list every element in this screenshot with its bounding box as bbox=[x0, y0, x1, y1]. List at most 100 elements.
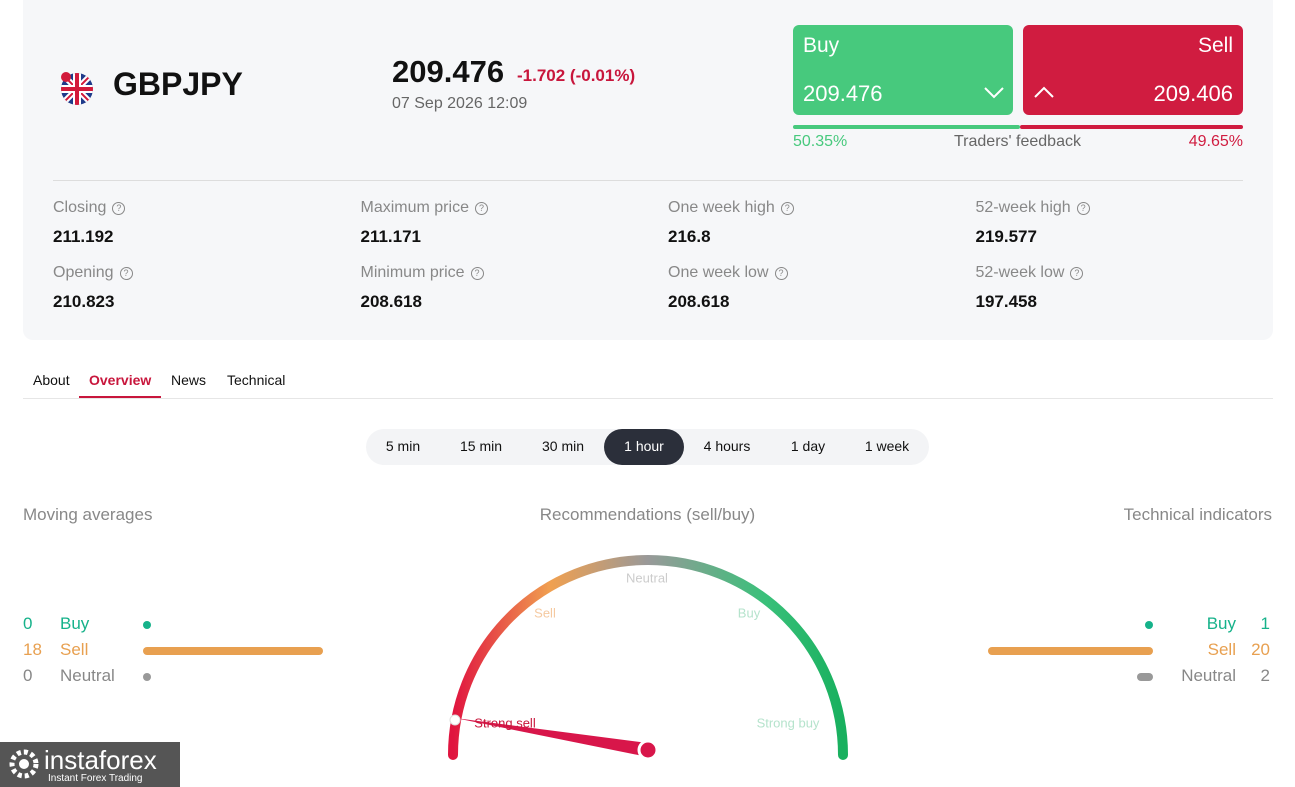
flag bbox=[61, 72, 93, 105]
count: 1 bbox=[1260, 614, 1270, 633]
count: 2 bbox=[1260, 666, 1270, 685]
sell-price: 209.406 bbox=[1153, 81, 1233, 106]
stat-label: 52-week low? bbox=[976, 264, 1084, 282]
help-icon[interactable]: ? bbox=[470, 267, 484, 280]
help-icon[interactable]: ? bbox=[112, 202, 126, 215]
count: 20 bbox=[1251, 640, 1270, 659]
feedback-label: Traders' feedback bbox=[954, 133, 1081, 150]
bar bbox=[143, 647, 323, 655]
label: Sell bbox=[1207, 640, 1236, 659]
stat-value: 210.823 bbox=[53, 292, 115, 311]
help-icon[interactable]: ? bbox=[1070, 267, 1084, 280]
help-icon[interactable]: ? bbox=[774, 267, 788, 280]
bar bbox=[143, 621, 151, 629]
stat-value: 197.458 bbox=[975, 292, 1037, 311]
gauge: Strong sell Sell Neutral Buy Strong buy bbox=[448, 555, 848, 761]
ti-title: Technical indicators bbox=[1123, 505, 1272, 524]
count: 18 bbox=[23, 640, 42, 659]
stat-value: 219.577 bbox=[975, 227, 1037, 246]
stat-value: 208.618 bbox=[668, 292, 730, 311]
stat-label: 52-week high? bbox=[976, 199, 1090, 217]
needle-tip bbox=[449, 714, 461, 726]
timeframe[interactable]: 4 hours bbox=[703, 438, 751, 454]
change: -1.702 (-0.01%) bbox=[517, 66, 636, 85]
count: 0 bbox=[23, 666, 33, 685]
buy-label: Buy bbox=[803, 34, 840, 57]
datetime: 07 Sep 2026 12:09 bbox=[392, 95, 528, 112]
label: Sell bbox=[60, 640, 89, 659]
label: Buy bbox=[1206, 614, 1236, 633]
needle bbox=[455, 718, 648, 757]
stat-label: Closing? bbox=[53, 199, 126, 217]
timeframe[interactable]: 1 day bbox=[790, 438, 826, 454]
stat-label-text: 52-week high bbox=[975, 199, 1071, 216]
stat-label-text: 52-week low bbox=[975, 264, 1065, 281]
help-icon[interactable]: ? bbox=[780, 202, 794, 215]
stat-label-text: Maximum price bbox=[360, 199, 469, 216]
tab-underline bbox=[79, 396, 161, 398]
stat-label: Opening? bbox=[53, 264, 133, 282]
ma-title: Moving averages bbox=[23, 505, 153, 524]
count: 0 bbox=[23, 614, 33, 633]
stat-label-text: One week low bbox=[668, 264, 769, 281]
label: Neutral bbox=[60, 666, 115, 685]
tab[interactable]: Overview bbox=[89, 372, 152, 388]
stat-value: 208.618 bbox=[360, 292, 422, 311]
help-icon[interactable]: ? bbox=[1076, 202, 1090, 215]
stat-label: Maximum price? bbox=[361, 199, 488, 217]
gauge-label: Strong sell bbox=[474, 715, 536, 730]
bar bbox=[143, 673, 151, 681]
gauge-label: Neutral bbox=[626, 570, 668, 585]
tab[interactable]: Technical bbox=[227, 372, 286, 388]
timeframe[interactable]: 1 hour bbox=[624, 438, 664, 454]
stat-label: Minimum price? bbox=[361, 264, 484, 282]
stat-label: One week high? bbox=[668, 199, 794, 217]
tab-divider bbox=[23, 398, 1273, 399]
buy-share-bar bbox=[793, 125, 1020, 129]
logo-name: instaforex bbox=[44, 745, 157, 775]
stat-label-text: Minimum price bbox=[360, 264, 465, 281]
gauge-label: Buy bbox=[738, 605, 761, 620]
sell-label: Sell bbox=[1197, 34, 1233, 57]
chevron-up bbox=[1034, 86, 1054, 98]
stat-value: 211.171 bbox=[360, 227, 422, 246]
stat-value: 216.8 bbox=[668, 227, 711, 246]
price: 209.476 bbox=[392, 54, 505, 89]
timeframe[interactable]: 5 min bbox=[385, 438, 421, 454]
tab[interactable]: News bbox=[171, 372, 207, 388]
bar bbox=[1136, 673, 1153, 681]
stat-value: 211.192 bbox=[53, 227, 114, 246]
label: Buy bbox=[60, 614, 90, 633]
timeframe[interactable]: 15 min bbox=[459, 438, 503, 454]
gauge-label: Sell bbox=[534, 605, 556, 620]
gauge-label: Strong buy bbox=[757, 715, 820, 730]
gauge-title: Recommendations (sell/buy) bbox=[539, 505, 756, 524]
logo-icon bbox=[9, 749, 39, 779]
bar bbox=[1144, 621, 1153, 629]
sell-share: 49.65% bbox=[1188, 133, 1243, 150]
stat-label: One week low? bbox=[668, 264, 788, 282]
needle-hub bbox=[637, 739, 659, 761]
tab[interactable]: About bbox=[33, 372, 70, 388]
buy-price: 209.476 bbox=[803, 81, 883, 106]
stat-label-text: Opening bbox=[53, 264, 114, 281]
sell-button[interactable]: Sell 209.406 bbox=[1023, 25, 1243, 115]
timeframe[interactable]: 30 min bbox=[541, 438, 585, 454]
label: Neutral bbox=[1181, 666, 1236, 685]
timeframe[interactable]: 1 week bbox=[864, 438, 910, 454]
gauge-arc bbox=[448, 555, 848, 760]
help-icon[interactable]: ? bbox=[474, 202, 488, 215]
sell-share-bar bbox=[1019, 125, 1243, 129]
timeframe-active bbox=[604, 429, 684, 465]
symbol: GBPJPY bbox=[113, 66, 243, 102]
divider bbox=[53, 180, 1243, 181]
buy-share: 50.35% bbox=[793, 133, 848, 150]
help-icon[interactable]: ? bbox=[119, 267, 133, 280]
chevron-down bbox=[984, 87, 1004, 99]
bar bbox=[988, 647, 1153, 655]
stat-label-text: One week high bbox=[668, 199, 775, 216]
logo-tagline: Instant Forex Trading bbox=[48, 773, 143, 784]
buy-button[interactable]: Buy 209.476 bbox=[793, 25, 1013, 115]
